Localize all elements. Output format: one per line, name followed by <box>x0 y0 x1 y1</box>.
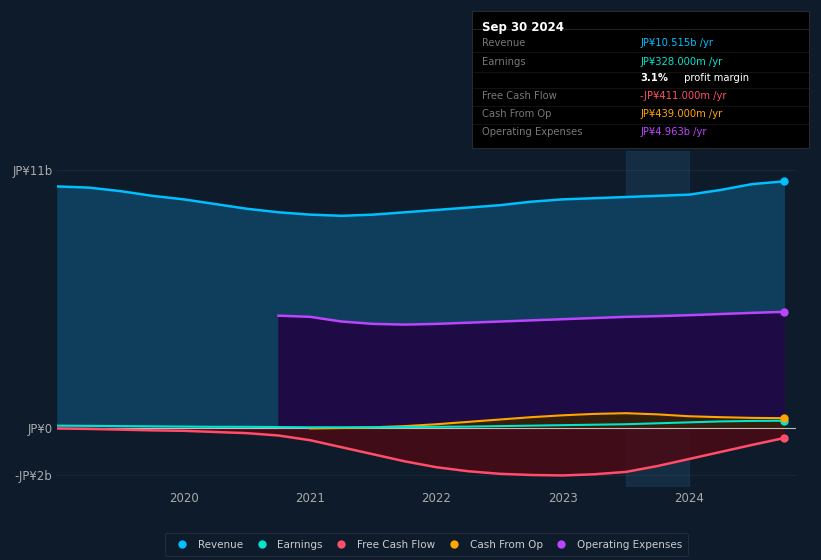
Text: Free Cash Flow: Free Cash Flow <box>482 91 557 101</box>
Text: JP¥328.000m /yr: JP¥328.000m /yr <box>640 57 722 67</box>
Text: Sep 30 2024: Sep 30 2024 <box>482 21 564 34</box>
Text: JP¥10.515b /yr: JP¥10.515b /yr <box>640 38 713 48</box>
Text: JP¥4.963b /yr: JP¥4.963b /yr <box>640 127 707 137</box>
Text: JP¥439.000m /yr: JP¥439.000m /yr <box>640 109 722 119</box>
Text: 3.1%: 3.1% <box>640 73 668 83</box>
Text: Operating Expenses: Operating Expenses <box>482 127 583 137</box>
Text: Earnings: Earnings <box>482 57 525 67</box>
Bar <box>626 151 689 487</box>
Text: -JP¥411.000m /yr: -JP¥411.000m /yr <box>640 91 727 101</box>
Text: Revenue: Revenue <box>482 38 525 48</box>
Text: Cash From Op: Cash From Op <box>482 109 552 119</box>
Legend: Revenue, Earnings, Free Cash Flow, Cash From Op, Operating Expenses: Revenue, Earnings, Free Cash Flow, Cash … <box>165 534 689 556</box>
Text: profit margin: profit margin <box>681 73 749 83</box>
